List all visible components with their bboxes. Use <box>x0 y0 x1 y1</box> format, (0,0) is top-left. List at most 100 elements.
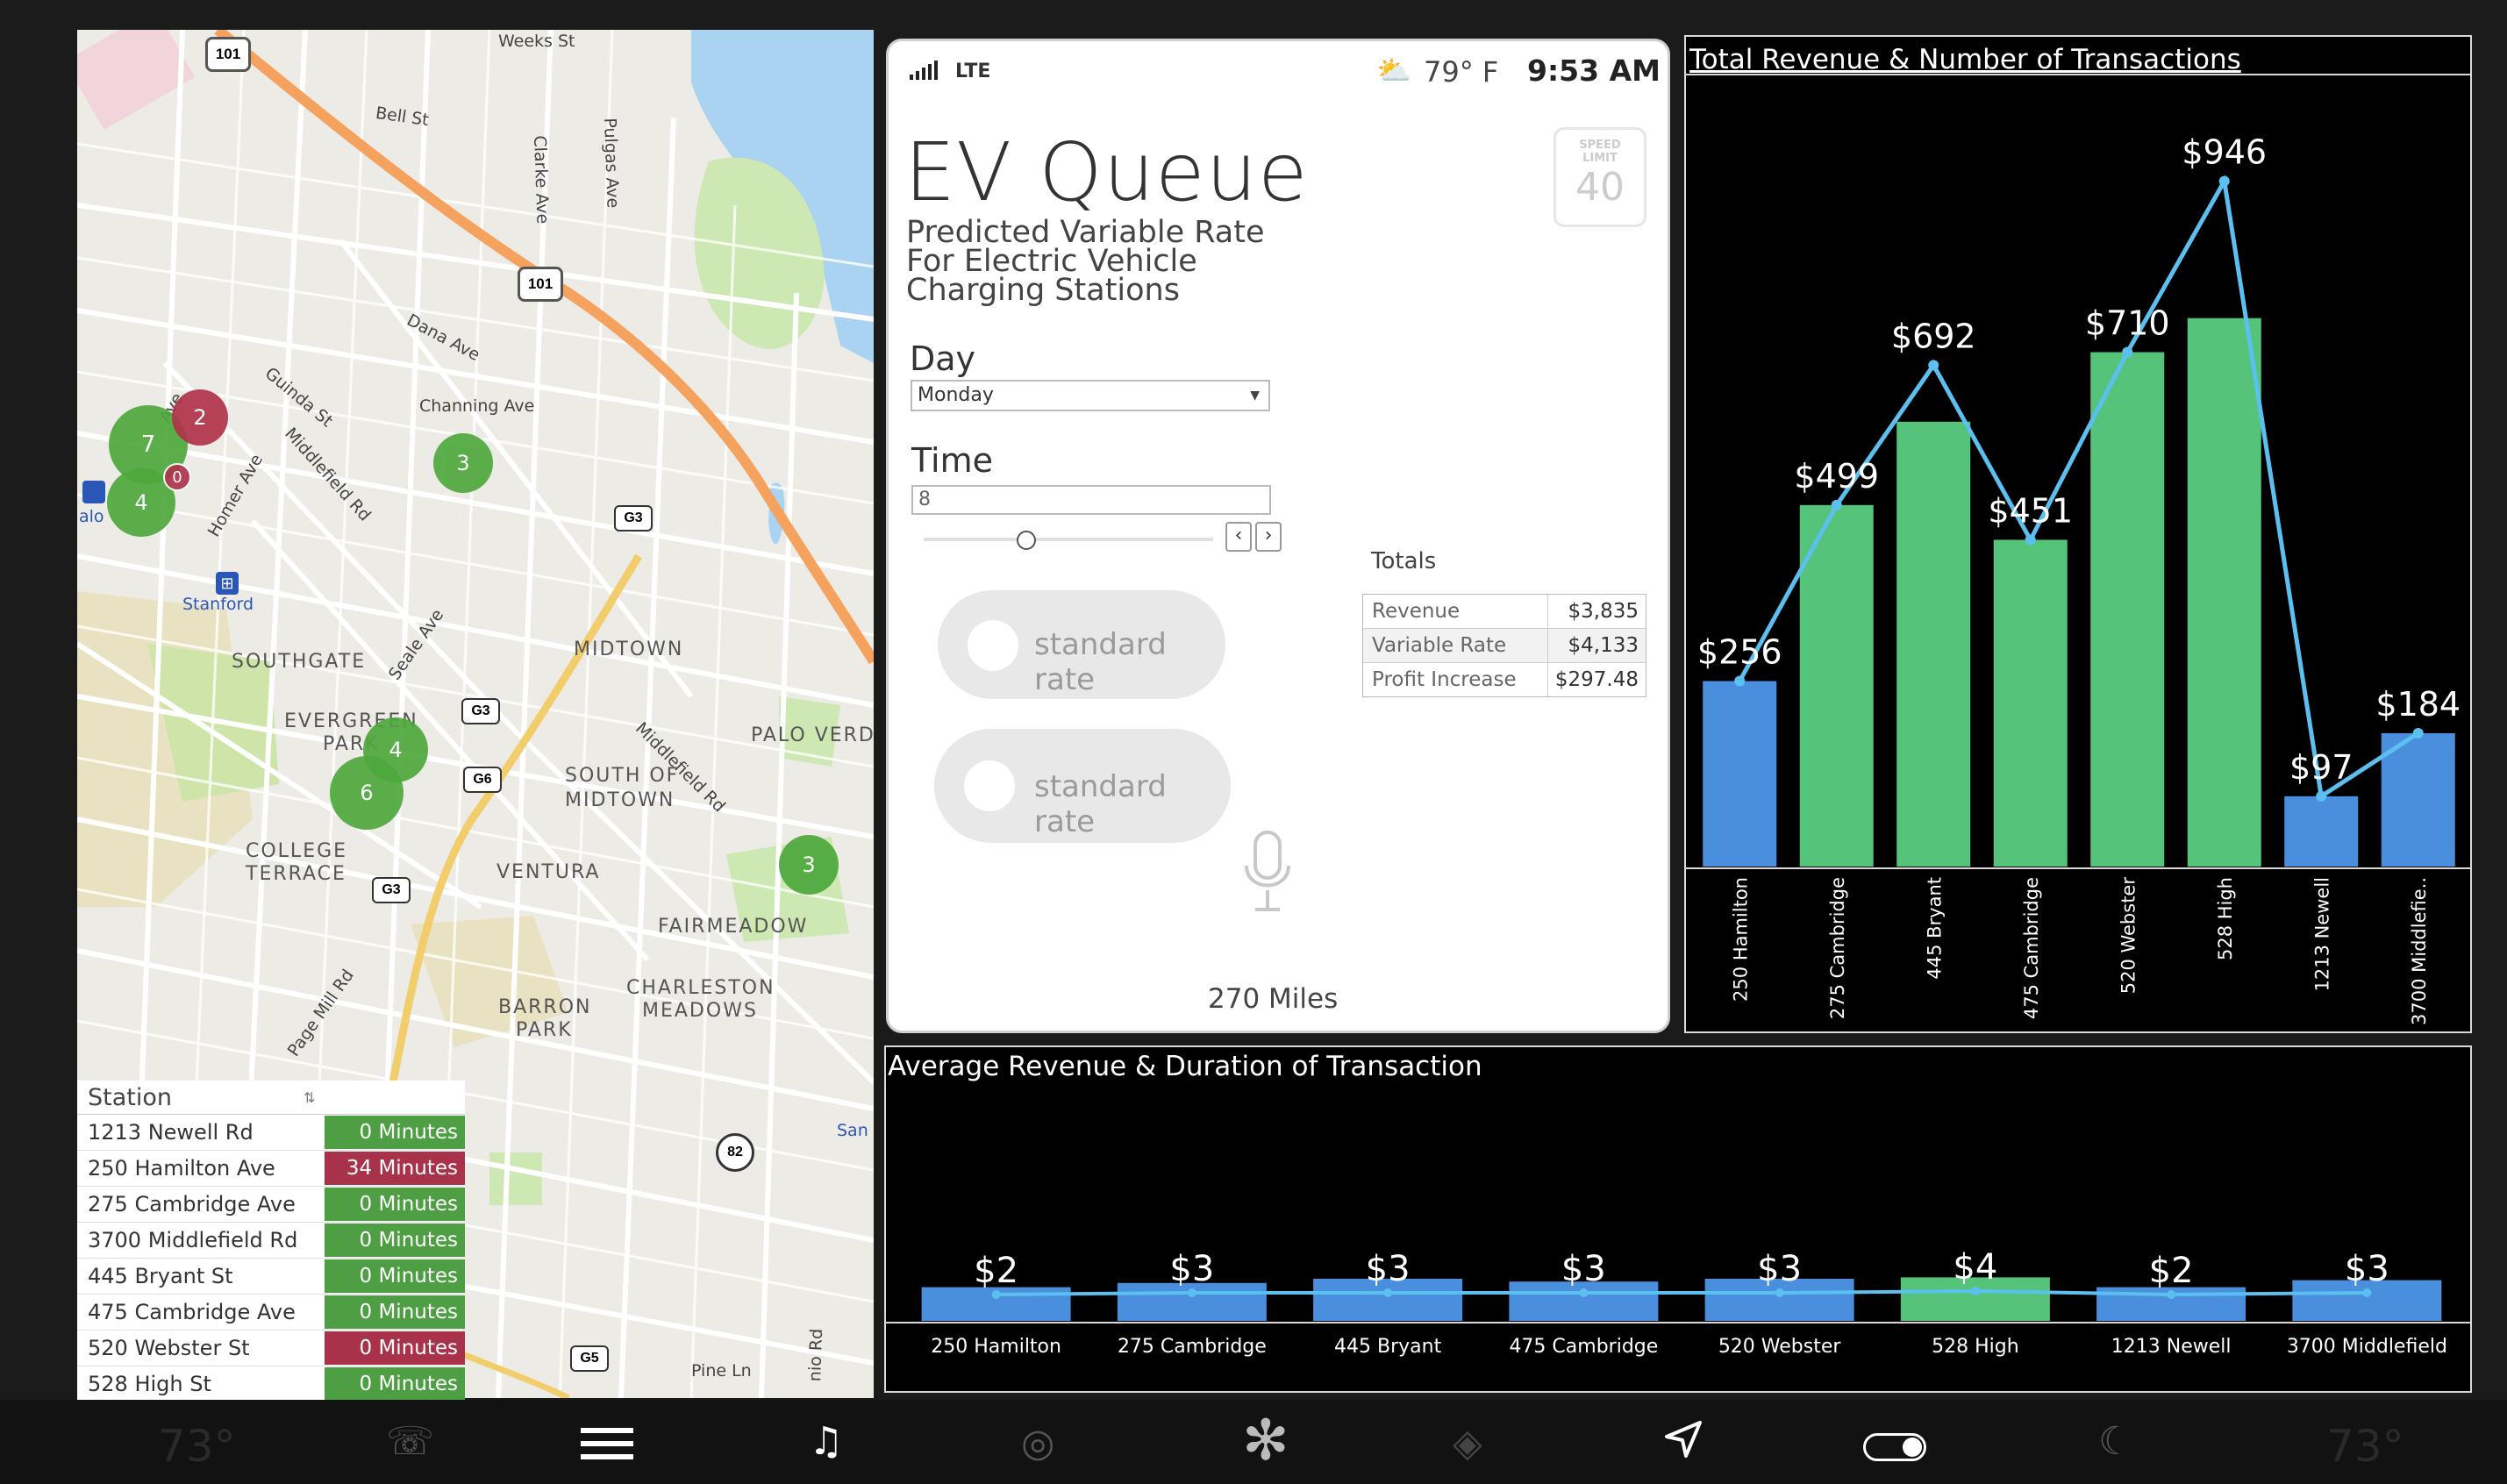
totals-value: $3,835 <box>1547 595 1646 628</box>
x-tick-label: 250 Hamilton <box>1730 877 1751 1002</box>
totals-row: Profit Increase $297.48 <box>1363 663 1646 696</box>
station-name: 475 Cambridge Ave <box>88 1300 296 1324</box>
average-revenue-chart: Average Revenue & Duration of Transactio… <box>884 1045 2472 1393</box>
bar <box>2284 796 2359 867</box>
x-tick-label: 3700 Middlefie.. <box>2409 877 2430 1025</box>
table-row[interactable]: 1213 Newell Rd 0 Minutes <box>77 1115 465 1151</box>
chart-plot: 250 Hamilton 275 Cambridge 445 Bryant 475 C… <box>886 1247 2470 1358</box>
app-title: EV Queue <box>904 125 1309 219</box>
x-tick-label: 445 Bryant <box>1924 877 1945 980</box>
line-point <box>2167 1290 2176 1299</box>
time-increment-button[interactable]: › <box>1255 522 1282 552</box>
sort-icon[interactable]: ⇅ <box>304 1088 316 1106</box>
subtitle-line: Charging Stations <box>906 273 1180 308</box>
time-input[interactable]: 8 <box>911 485 1271 515</box>
music-icon[interactable]: ♫ <box>809 1419 844 1464</box>
station-cluster[interactable]: 6 <box>330 756 404 830</box>
totals-table: Revenue $3,835 Variable Rate $4,133 Profit… <box>1362 594 1646 697</box>
chart-title: Total Revenue & Number of Transactions <box>1689 44 2241 75</box>
totals-label: Revenue <box>1372 600 1461 623</box>
moon-icon[interactable]: ☾ <box>2098 1419 2133 1464</box>
data-label: $4 <box>1953 1247 1997 1288</box>
line-point <box>2362 1288 2372 1297</box>
bar <box>1799 504 1874 867</box>
microphone-icon[interactable] <box>1241 831 1294 918</box>
train-station-icon <box>82 481 105 503</box>
station-name: 445 Bryant St <box>88 1264 233 1288</box>
day-select[interactable]: Monday ▼ <box>911 380 1270 411</box>
series-line <box>996 1288 2368 1297</box>
table-row[interactable]: 475 Cambridge Ave 0 Minutes <box>77 1295 465 1331</box>
totals-title: Totals <box>1371 548 1437 574</box>
fan-icon[interactable]: ✻ <box>1242 1409 1289 1473</box>
station-cluster[interactable]: 2 <box>172 389 228 446</box>
rate-toggle[interactable]: standard rate <box>934 729 1231 843</box>
table-row[interactable]: 3700 Middlefield Rd 0 Minutes <box>77 1223 465 1259</box>
street-label: nio Rd <box>805 1328 827 1382</box>
line-point <box>2025 534 2036 546</box>
bar <box>2292 1280 2442 1321</box>
rate-toggle[interactable]: standard rate <box>938 590 1225 699</box>
station-cluster[interactable]: 3 <box>779 835 839 895</box>
time-decrement-button[interactable]: ‹ <box>1225 522 1252 552</box>
route-shield: G5 <box>570 1345 609 1372</box>
slider-handle[interactable] <box>1016 531 1036 550</box>
toggle-switch-icon[interactable] <box>1863 1433 1926 1461</box>
table-row[interactable]: 520 Webster St 0 Minutes <box>77 1331 465 1366</box>
area-label: SOUTH OF <box>565 765 680 787</box>
bar <box>2381 733 2455 867</box>
table-row[interactable]: 275 Cambridge Ave 0 Minutes <box>77 1187 465 1223</box>
chart-divider <box>1686 74 2470 75</box>
table-row[interactable]: 250 Hamilton Ave 34 Minutes <box>77 1151 465 1187</box>
street-label: Weeks St <box>498 32 575 51</box>
route-shield: 101 <box>518 267 563 302</box>
right-temperature[interactable]: 73° <box>2326 1421 2404 1472</box>
navigation-icon[interactable] <box>1663 1419 1703 1469</box>
table-body: 1213 Newell Rd 0 Minutes 250 Hamilton Ave… <box>77 1115 465 1402</box>
day-select-value: Monday <box>918 384 994 406</box>
wait-time-badge: 0 Minutes <box>325 1116 465 1149</box>
street-label: San <box>837 1121 868 1140</box>
x-tick-label: 520 Webster <box>2118 877 2139 995</box>
menu-icon[interactable] <box>581 1426 633 1471</box>
table-row[interactable]: 445 Bryant St 0 Minutes <box>77 1259 465 1295</box>
toggle-label: standard rate <box>1034 627 1167 697</box>
data-label: $256 <box>1697 633 1782 672</box>
table-row[interactable]: 528 High St 0 Minutes <box>77 1366 465 1402</box>
area-label: BARRON <box>498 996 592 1018</box>
route-shield: G3 <box>372 877 411 903</box>
globe-icon[interactable]: ◎ <box>1021 1421 1055 1466</box>
data-label: $692 <box>1891 317 1976 355</box>
station-label: Stanford <box>182 595 254 614</box>
subtitle-line: For Electric Vehicle <box>906 244 1197 279</box>
x-tick-label: 445 Bryant <box>1334 1336 1442 1358</box>
totals-value: $4,133 <box>1547 629 1646 662</box>
area-label: TERRACE <box>246 863 346 885</box>
bar <box>1993 539 2068 867</box>
bottom-nav-bar: 73° ☏ ♫ ◎ ✻ ◈ ☾ 73° <box>0 1400 2507 1484</box>
x-tick-label: 250 Hamilton <box>931 1336 1061 1358</box>
total-revenue-chart: Total Revenue & Number of Transactions 2… <box>1684 35 2472 1033</box>
time-slider[interactable] <box>924 529 1213 550</box>
toggle-knob <box>964 760 1015 811</box>
area-label: MIDTOWN <box>565 789 675 811</box>
phone-icon[interactable]: ☏ <box>386 1419 435 1464</box>
layers-icon[interactable]: ◈ <box>1453 1421 1482 1466</box>
street-label: Channing Ave <box>419 396 535 416</box>
chevron-down-icon: ▼ <box>1250 389 1260 403</box>
data-label: $499 <box>1794 457 1879 496</box>
line-point <box>1928 360 1939 371</box>
bar <box>1900 1277 2050 1321</box>
x-tick-label: 528 High <box>1932 1336 2019 1358</box>
left-temperature[interactable]: 73° <box>158 1421 236 1472</box>
wait-time-badge: 0 Minutes <box>325 1188 465 1221</box>
station-marker[interactable]: 0 <box>163 463 191 491</box>
area-label: MEADOWS <box>642 1000 758 1022</box>
area-label: MIDTOWN <box>574 639 684 660</box>
line-point <box>2316 790 2327 802</box>
station-cluster[interactable]: 3 <box>433 433 493 493</box>
wait-time-badge: 34 Minutes <box>325 1152 465 1185</box>
bar <box>2090 352 2165 867</box>
table-header[interactable]: Station ⇅ <box>77 1081 465 1115</box>
day-label: Day <box>910 339 976 378</box>
